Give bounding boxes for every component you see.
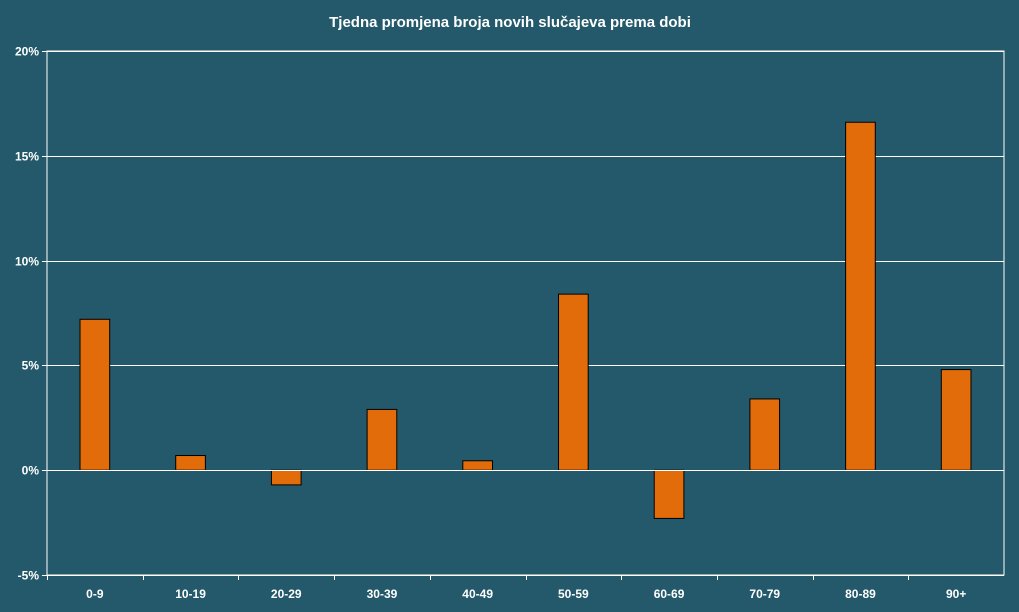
x-tick-label: 80-89 [845,587,876,601]
bar [366,408,398,471]
x-axis: 0-9 10-19 20-29 30-39 40-49 50-59 60-69 70-79 80… [47,575,966,601]
x-tick-label: 90+ [946,587,966,601]
bar [462,460,493,471]
x-tick-label: 0-9 [86,587,104,601]
y-tick-label: 10% [15,255,39,269]
bars [47,121,1004,519]
y-tick-label: 20% [15,45,39,59]
y-tick-label: -5% [18,569,40,583]
x-tick-label: 60-69 [654,587,685,601]
x-tick-label: 50-59 [558,587,589,601]
x-tick-label: 10-19 [175,587,206,601]
y-tick-label: 5% [22,359,40,373]
x-tick-label: 30-39 [367,587,398,601]
bar [845,121,876,471]
bar [79,318,111,471]
bar [270,469,302,486]
chart-title: Tjedna promjena broja novih slučajeva pr… [329,14,691,31]
bar [749,398,781,471]
bar [940,369,972,471]
x-tick-label: 70-79 [749,587,780,601]
y-tick-label: 15% [15,150,39,164]
y-axis: -5% 0% 5% 10% 15% 20% [15,45,47,583]
bar [653,469,685,519]
x-tick-label: 40-49 [462,587,493,601]
y-tick-label: 0% [22,464,40,478]
x-tick-label: 20-29 [271,587,302,601]
bar [558,293,589,471]
bar [175,455,206,471]
